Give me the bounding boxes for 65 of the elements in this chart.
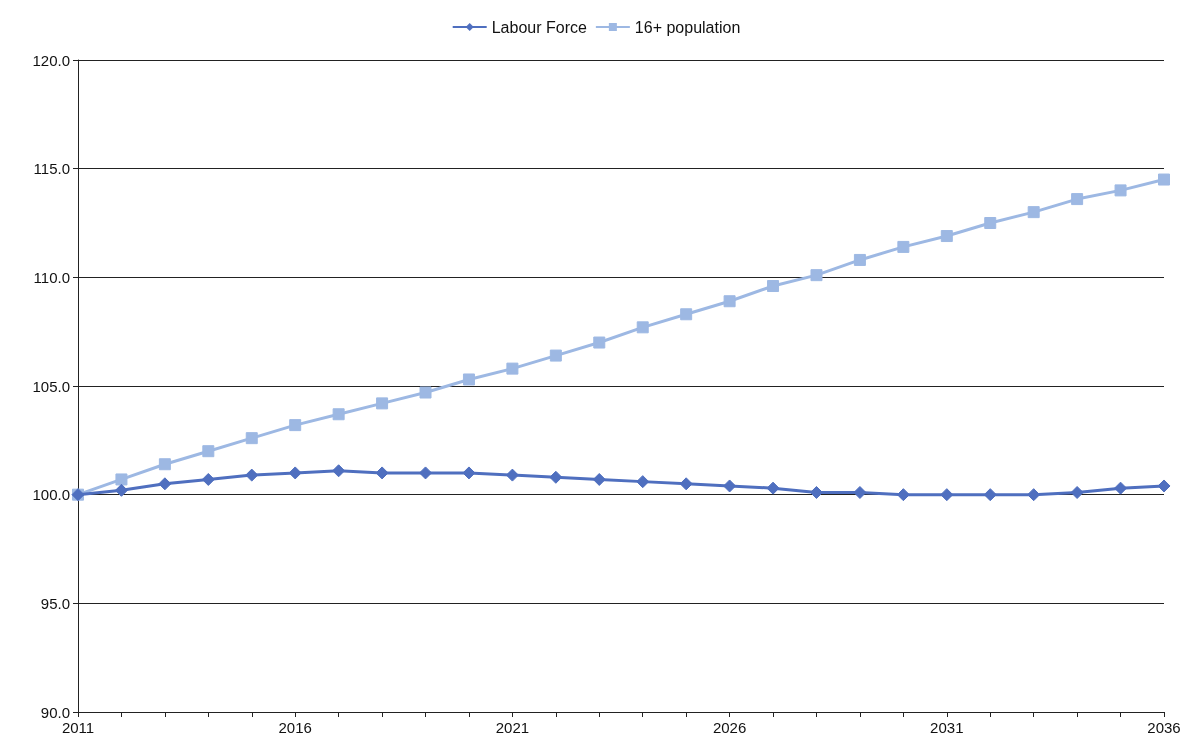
point [201,472,215,486]
point [332,408,345,421]
point [462,466,476,480]
point [1071,193,1084,206]
point [462,373,475,386]
point [114,483,128,497]
point [375,466,389,480]
x-tick-label: 2021 [495,719,530,736]
point [636,475,650,489]
y-tick-label: 110.0 [33,268,70,286]
point [1114,481,1128,495]
point [158,458,171,471]
point [896,488,910,502]
point [245,432,258,445]
point [115,473,128,486]
point [505,468,519,482]
point [1157,479,1171,493]
point [940,488,954,502]
x-tick-label: 2011 [61,719,95,736]
point [897,240,910,253]
point [679,477,693,491]
point [289,419,302,432]
point [1027,206,1040,219]
point [592,472,606,486]
x-tick-label: 2026 [712,719,747,736]
point [332,464,346,478]
legend-label: Labour Force [491,18,587,36]
x-tick-label: 2031 [930,719,964,736]
point [983,488,997,502]
point [766,481,780,495]
y-tick-label: 100.0 [32,486,70,504]
point [506,362,519,375]
point [245,468,259,482]
x-tick-label: 2016 [278,719,312,736]
point [288,466,302,480]
point [680,308,693,321]
x-tick-label: 2036 [1147,719,1181,736]
point [419,386,432,399]
point [984,217,997,229]
point [810,269,823,282]
y-tick-label: 115.0 [33,160,70,178]
point [549,470,563,484]
point [723,295,736,308]
point [1027,488,1041,502]
y-tick-label: 95.0 [40,594,70,612]
point [202,445,215,458]
legend-label: 16+ population [634,18,741,36]
y-tick-label: 105.0 [32,377,70,395]
point [593,336,606,349]
point [853,253,866,266]
point [1158,173,1170,186]
point [376,397,389,410]
point [158,477,172,491]
point [549,349,562,362]
point [767,280,780,293]
point [723,479,737,493]
point [809,485,823,499]
point [1070,485,1084,499]
y-tick-label: 120.0 [32,51,70,69]
y-tick-label: 90.0 [40,703,70,721]
point [419,466,433,480]
point [853,485,867,499]
point [1114,184,1127,197]
point [636,321,649,334]
point [940,230,953,243]
